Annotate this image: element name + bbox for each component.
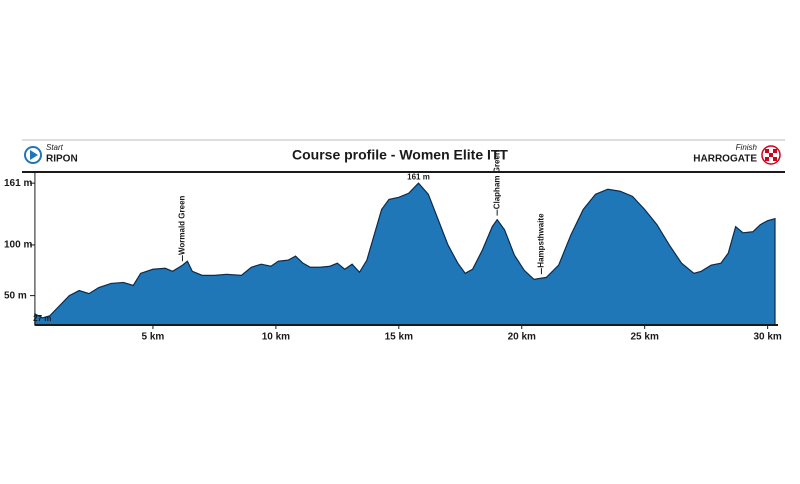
finish-icon — [761, 145, 781, 165]
x-tick-label: 30 km — [753, 332, 781, 343]
y-tick-label: 100 m — [4, 240, 32, 251]
place-label: Hampsthwaite — [537, 213, 546, 268]
x-tick-label: 25 km — [631, 332, 659, 343]
elevation-annotation: 161 m — [407, 172, 430, 181]
elevation-area — [34, 182, 776, 326]
x-tick-label: 20 km — [508, 332, 536, 343]
x-tick-label: 10 km — [262, 332, 290, 343]
chart-title: Course profile - Women Elite ITT — [292, 147, 508, 163]
place-label: Clapham Green — [492, 150, 501, 209]
start-arrow — [30, 150, 38, 160]
x-tick-label: 15 km — [385, 332, 413, 343]
start-label: Start — [46, 143, 64, 152]
place-label: Wormald Green — [178, 195, 187, 255]
finish-label: Finish — [736, 143, 758, 152]
start-name: RIPON — [46, 154, 78, 165]
y-tick-label: 161 m — [4, 178, 32, 189]
x-tick-label: 5 km — [142, 332, 165, 343]
finish-name: HARROGATE — [693, 154, 757, 165]
elevation-annotation: 27 m — [33, 314, 51, 323]
y-tick-label: 50 m — [4, 290, 27, 301]
